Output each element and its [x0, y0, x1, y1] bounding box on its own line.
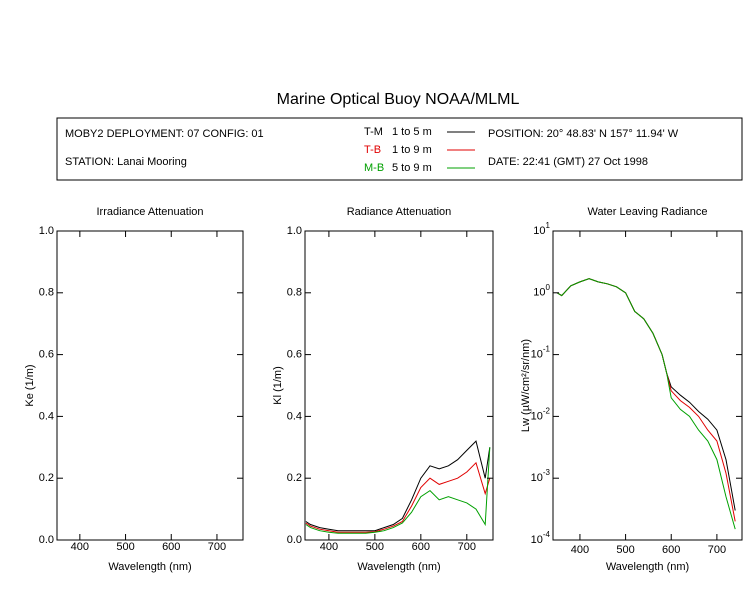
data-line	[556, 278, 736, 511]
y-axis-label: Ke (1/m)	[24, 364, 36, 406]
x-tick-label: 700	[208, 541, 226, 553]
station: STATION: Lanai Mooring	[65, 156, 187, 168]
panel-title: Water Leaving Radiance	[587, 206, 707, 218]
y-axis-label: Lw (µW/cm²/sr/nm)	[520, 339, 532, 432]
legend-range: 1 to 9 m	[392, 144, 432, 156]
x-axis-label: Wavelength (nm)	[357, 561, 440, 573]
y-tick-label: 0.2	[39, 472, 54, 484]
y-tick-label: 0.0	[39, 534, 54, 546]
y-tick-label: 0.2	[287, 472, 302, 484]
figure-title: Marine Optical Buoy NOAA/MLML	[277, 91, 520, 108]
info-box	[56, 117, 743, 181]
panel-title: Radiance Attenuation	[347, 206, 452, 218]
x-tick-label: 500	[616, 544, 634, 556]
y-tick-label: 1.0	[287, 225, 302, 237]
panel-title: Irradiance Attenuation	[96, 206, 203, 218]
x-tick-label: 500	[366, 541, 384, 553]
y-tick-label: 0.6	[39, 349, 54, 361]
y-tick-label: 0.6	[287, 349, 302, 361]
y-tick-label: 10-3	[531, 468, 551, 484]
legend-name: T-M	[364, 126, 383, 138]
deployment: MOBY2 DEPLOYMENT: 07 CONFIG: 01	[65, 128, 264, 140]
data-line	[556, 278, 736, 530]
x-tick-label: 400	[320, 541, 338, 553]
plot-frame	[304, 230, 494, 541]
legend-name: T-B	[364, 144, 381, 156]
legend-range: 1 to 5 m	[392, 126, 432, 138]
y-tick-label: 0.8	[287, 287, 302, 299]
plot-frame	[552, 230, 743, 541]
legend-range: 5 to 9 m	[392, 162, 432, 174]
x-tick-label: 400	[571, 544, 589, 556]
y-tick-label: 10-4	[531, 530, 551, 546]
x-tick-label: 500	[116, 541, 134, 553]
position: POSITION: 20° 48.83' N 157° 11.94' W	[488, 128, 679, 140]
x-tick-label: 700	[458, 541, 476, 553]
x-tick-label: 600	[662, 544, 680, 556]
y-tick-label: 101	[533, 221, 550, 237]
y-tick-label: 0.8	[39, 287, 54, 299]
y-tick-label: 0.4	[287, 410, 302, 422]
data-line	[556, 278, 736, 522]
x-tick-label: 700	[708, 544, 726, 556]
x-axis-label: Wavelength (nm)	[108, 561, 191, 573]
legend-name: M-B	[364, 162, 384, 174]
data-line	[305, 461, 491, 533]
y-tick-label: 10-1	[531, 345, 551, 361]
x-tick-label: 400	[71, 541, 89, 553]
x-tick-label: 600	[162, 541, 180, 553]
date: DATE: 22:41 (GMT) 27 Oct 1998	[488, 156, 648, 168]
data-line	[305, 440, 491, 532]
y-tick-label: 0.4	[39, 410, 54, 422]
y-tick-label: 100	[533, 283, 550, 299]
y-tick-label: 10-2	[531, 407, 551, 423]
y-tick-label: 0.0	[287, 534, 302, 546]
y-tick-label: 1.0	[39, 225, 54, 237]
y-axis-label: Kl (1/m)	[272, 366, 284, 405]
x-axis-label: Wavelength (nm)	[606, 561, 689, 573]
data-line	[305, 447, 491, 534]
x-tick-label: 600	[412, 541, 430, 553]
plot-frame	[56, 230, 244, 541]
